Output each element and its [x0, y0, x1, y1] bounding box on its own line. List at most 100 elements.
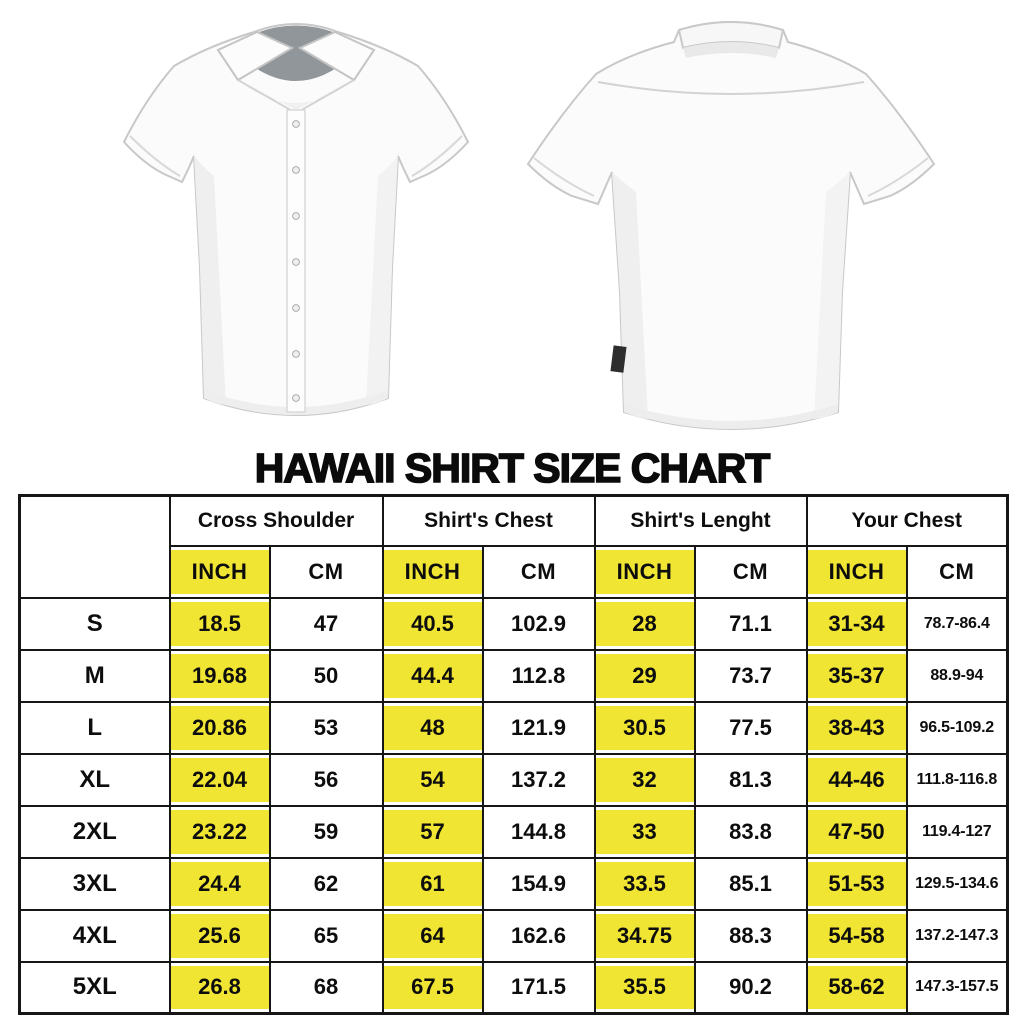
unit-header-inch: INCH	[593, 544, 696, 599]
size-label: XL	[18, 752, 171, 807]
unit-header-cm: CM	[481, 544, 596, 599]
size-label: 2XL	[18, 804, 171, 859]
value-cell: 31-34	[805, 596, 908, 651]
shirt-back-side-shadow-left	[612, 172, 648, 419]
value-cell: 71.1	[693, 596, 808, 651]
table-header-row-groups: Cross Shoulder Shirt's Chest Shirt's Len…	[18, 494, 1009, 599]
value-cell: 18.5	[168, 596, 271, 651]
value-cell: 85.1	[693, 856, 808, 911]
size-label: 4XL	[18, 908, 171, 963]
shirt-front-buttons	[292, 120, 300, 402]
value-cell: 32	[593, 752, 696, 807]
shirt-back-sleeve-hems	[533, 157, 929, 197]
value-cell: 61	[381, 856, 484, 911]
shirt-front-side-shadow-right	[366, 156, 398, 405]
group-header-cross-shoulder: Cross Shoulder	[168, 494, 384, 547]
value-cell: 77.5	[693, 700, 808, 755]
value-cell: 171.5	[481, 960, 596, 1015]
value-cell: 78.7-86.4	[905, 596, 1009, 651]
value-cell: 57	[381, 804, 484, 859]
value-cell: 47	[268, 596, 384, 651]
value-cell: 62	[268, 856, 384, 911]
value-cell: 83.8	[693, 804, 808, 859]
value-cell: 137.2	[481, 752, 596, 807]
value-cell: 112.8	[481, 648, 596, 703]
value-cell: 96.5-109.2	[905, 700, 1009, 755]
shirt-back-collar-shadow	[683, 42, 779, 58]
value-cell: 48	[381, 700, 484, 755]
value-cell: 22.04	[168, 752, 271, 807]
value-cell: 50	[268, 648, 384, 703]
size-label: 5XL	[18, 960, 171, 1015]
shirt-front-sleeve-hems	[129, 135, 463, 177]
value-cell: 68	[268, 960, 384, 1015]
value-cell: 26.8	[168, 960, 271, 1015]
value-cell: 88.3	[693, 908, 808, 963]
value-cell: 28	[593, 596, 696, 651]
shirt-front-image	[122, 23, 470, 416]
value-cell: 56	[268, 752, 384, 807]
value-cell: 65	[268, 908, 384, 963]
value-cell: 137.2-147.3	[905, 908, 1009, 963]
value-cell: 111.8-116.8	[905, 752, 1009, 807]
table-row-s: S 18.5 47 40.5 102.9 28 71.1 31-34 78.7-…	[18, 596, 1009, 651]
value-cell: 35.5	[593, 960, 696, 1015]
value-cell: 88.9-94	[905, 648, 1009, 703]
value-cell: 90.2	[693, 960, 808, 1015]
shirt-front-chest-shadow	[238, 80, 354, 110]
table-row-l: L 20.86 53 48 121.9 30.5 77.5 38-43 96.5…	[18, 700, 1009, 755]
value-cell: 24.4	[168, 856, 271, 911]
value-cell: 33.5	[593, 856, 696, 911]
value-cell: 67.5	[381, 960, 484, 1015]
table-header-row-units: INCH CM INCH CM INCH CM INCH CM	[20, 544, 1009, 599]
value-cell: 154.9	[481, 856, 596, 911]
table-row-5xl: 5XL 26.8 68 67.5 171.5 35.5 90.2 58-62 1…	[18, 960, 1009, 1015]
value-cell: 162.6	[481, 908, 596, 963]
unit-header-inch: INCH	[805, 544, 908, 599]
shirt-front-hem-shadow	[204, 390, 388, 415]
value-cell: 81.3	[693, 752, 808, 807]
shirt-back-tag	[610, 345, 627, 373]
size-table: Cross Shoulder Shirt's Chest Shirt's Len…	[18, 494, 1010, 1015]
shirt-back-hem-shadow	[624, 404, 838, 429]
value-cell: 47-50	[805, 804, 908, 859]
value-cell: 58-62	[805, 960, 908, 1015]
table-row-3xl: 3XL 24.4 62 61 154.9 33.5 85.1 51-53 129…	[18, 856, 1009, 911]
size-label: L	[18, 700, 171, 755]
value-cell: 44.4	[381, 648, 484, 703]
table-row-xl: XL 22.04 56 54 137.2 32 81.3 44-46 111.8…	[18, 752, 1009, 807]
shirt-front-v-opening	[237, 79, 355, 113]
value-cell: 23.22	[168, 804, 271, 859]
value-cell: 20.86	[168, 700, 271, 755]
unit-header-cm: CM	[905, 544, 1009, 599]
value-cell: 102.9	[481, 596, 596, 651]
group-header-your-chest: Your Chest	[805, 494, 1009, 547]
value-cell: 44-46	[805, 752, 908, 807]
shirt-back-body	[526, 21, 936, 430]
table-row-2xl: 2XL 23.22 59 57 144.8 33 83.8 47-50 119.…	[18, 804, 1009, 859]
value-cell: 34.75	[593, 908, 696, 963]
value-cell: 54	[381, 752, 484, 807]
unit-header-cm: CM	[268, 544, 384, 599]
group-header-shirts-lenght: Shirt's Lenght	[593, 494, 808, 547]
size-label: M	[18, 648, 171, 703]
size-label: 3XL	[18, 856, 171, 911]
shirt-back-side-shadow-right	[814, 172, 850, 419]
shirt-front-side-shadow-left	[194, 156, 226, 405]
unit-header-inch: INCH	[381, 544, 484, 599]
value-cell: 40.5	[381, 596, 484, 651]
value-cell: 38-43	[805, 700, 908, 755]
table-row-m: M 19.68 50 44.4 112.8 29 73.7 35-37 88.9…	[18, 648, 1009, 703]
value-cell: 54-58	[805, 908, 908, 963]
value-cell: 51-53	[805, 856, 908, 911]
size-label: S	[18, 596, 171, 651]
table-row-4xl: 4XL 25.6 65 64 162.6 34.75 88.3 54-58 13…	[18, 908, 1009, 963]
value-cell: 73.7	[693, 648, 808, 703]
value-cell: 59	[268, 804, 384, 859]
value-cell: 119.4-127	[905, 804, 1009, 859]
value-cell: 35-37	[805, 648, 908, 703]
value-cell: 64	[381, 908, 484, 963]
size-column-corner-cell	[18, 494, 171, 599]
value-cell: 144.8	[481, 804, 596, 859]
